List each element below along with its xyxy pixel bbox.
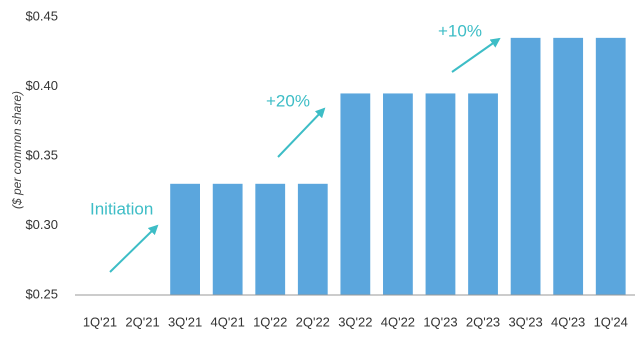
annotation: +10% [438, 21, 482, 40]
annotation: Initiation [90, 199, 153, 218]
y-tick-label: $0.45 [25, 8, 58, 23]
bar [170, 183, 201, 295]
x-tick-label: 1Q'21 [83, 314, 117, 329]
x-tick-label: 1Q'22 [253, 314, 287, 329]
bar [510, 37, 541, 295]
x-tick-label: 4Q'23 [551, 314, 585, 329]
y-tick-label: $0.35 [25, 147, 58, 162]
bar [595, 37, 626, 295]
x-tick-label: 4Q'22 [381, 314, 415, 329]
bar [383, 93, 413, 295]
annotation: +20% [266, 91, 310, 110]
bar [212, 183, 243, 295]
y-tick-label: $0.30 [25, 217, 58, 232]
bar [425, 93, 456, 295]
x-tick-label: 2Q'22 [296, 314, 330, 329]
arrow [277, 107, 326, 158]
y-axis-title: ($ per common share) [10, 91, 24, 209]
y-tick-label: $0.25 [25, 286, 58, 301]
bar [340, 93, 371, 295]
x-tick-label: 3Q'23 [508, 314, 542, 329]
x-tick-label: 1Q'24 [594, 314, 628, 329]
bar [255, 183, 286, 295]
arrow [109, 224, 159, 273]
x-tick-label: 4Q'21 [211, 314, 245, 329]
x-tick-label: 3Q'22 [338, 314, 372, 329]
arrow [451, 37, 501, 73]
bar [468, 93, 498, 295]
y-tick-label: $0.40 [25, 78, 58, 93]
x-tick-label: 2Q'21 [125, 314, 159, 329]
bar [297, 183, 328, 295]
x-tick-label: 2Q'23 [466, 314, 500, 329]
x-tick-label: 3Q'21 [168, 314, 202, 329]
bar [553, 37, 584, 295]
x-tick-label: 1Q'23 [423, 314, 457, 329]
